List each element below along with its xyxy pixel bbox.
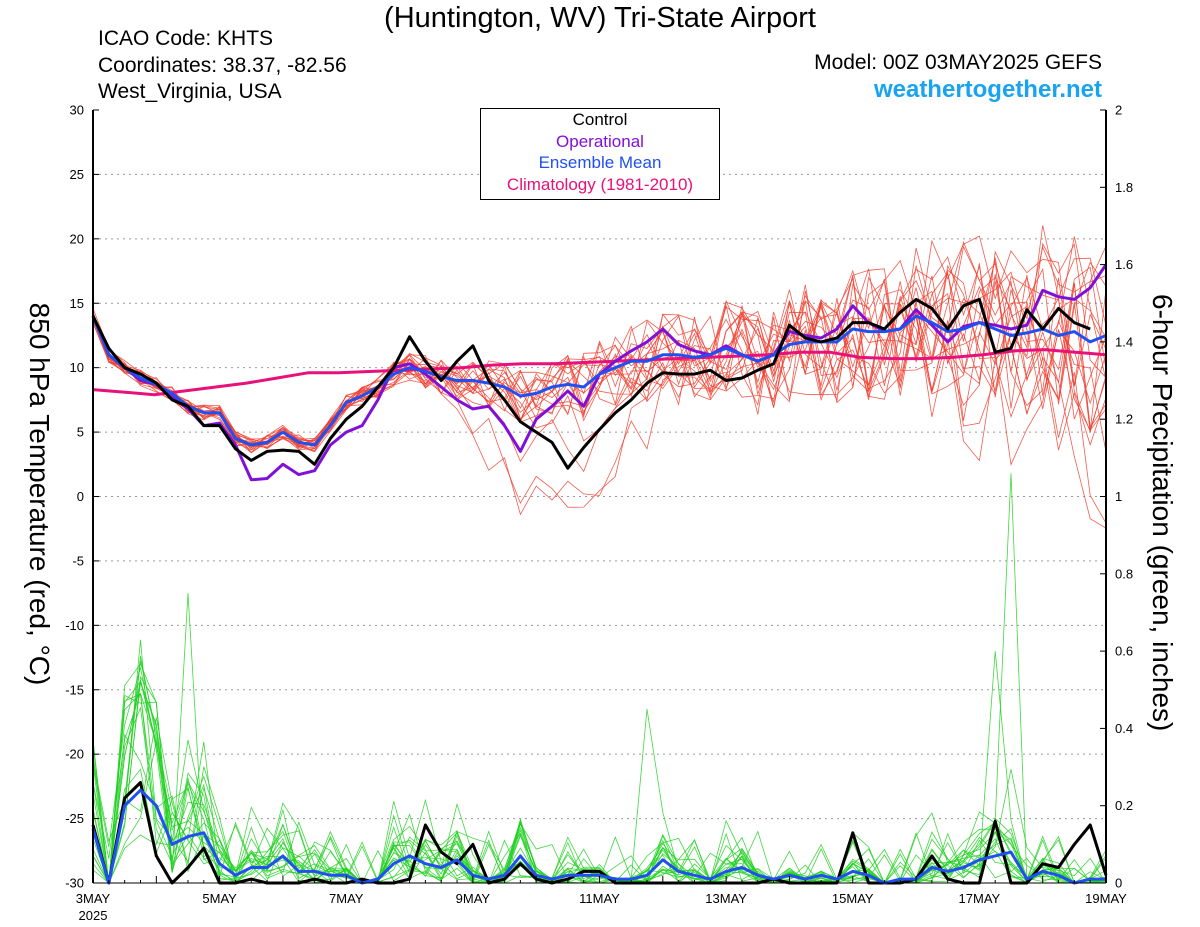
ensemble-temp-member [92, 289, 1107, 524]
x-tick-label: 11MAY [579, 891, 620, 906]
y-tick-label-right: 1.6 [1115, 257, 1133, 272]
series-precip-mean [91, 788, 1106, 885]
ensemble-precip-member [92, 680, 1106, 885]
legend-climatology: Climatology (1981-2010) [506, 174, 694, 194]
x-tick-label: 3MAY [76, 891, 111, 906]
y-tick-label-left: 25 [70, 167, 84, 182]
ensemble-temp-member [92, 242, 1107, 453]
series-precip-control [91, 781, 1108, 885]
series-temp-mean [91, 314, 1107, 447]
x-tick-label: 15MAY [832, 891, 874, 906]
y-tick-label-right: 1 [1115, 489, 1122, 504]
y-tick-label-left: -10 [65, 618, 84, 633]
ensemble-temp-member [92, 297, 1107, 467]
icao-code: ICAO Code: KHTS [98, 27, 274, 50]
y-tick-label-left: -30 [65, 876, 84, 891]
ensemble-temp-member [92, 268, 1107, 508]
y-tick-label-left: 0 [77, 489, 84, 504]
y-tick-label-left: -15 [65, 682, 84, 697]
y-tick-label-right: 1.8 [1115, 180, 1133, 195]
x-tick-label: 17MAY [959, 891, 1001, 906]
x-year-label: 2025 [79, 908, 108, 923]
series-climatology [92, 348, 1107, 397]
x-tick-label: 19MAY [1085, 891, 1127, 906]
y-tick-label-right: 0.4 [1115, 721, 1133, 736]
legend: Control Operational Ensemble Mean Climat… [480, 108, 720, 200]
y-tick-label-left: -5 [72, 553, 84, 568]
ensemble-precip-member [92, 679, 1107, 884]
chart-title: (Huntington, WV) Tri-State Airport [384, 2, 816, 34]
ensemble-precip-member [92, 681, 1107, 884]
y-tick-label-right: 0.6 [1115, 644, 1133, 659]
x-tick-label: 7MAY [329, 891, 364, 906]
ensemble-precip-member [92, 682, 1106, 885]
ensemble-temp-member [92, 281, 1107, 529]
y-tick-label-left: 5 [77, 425, 84, 440]
y-tick-label-left: 30 [70, 103, 84, 118]
ensemble-precip-member [92, 593, 1107, 884]
ensemble-precip-member [92, 709, 1107, 884]
model-run: Model: 00Z 03MAY2025 GEFS [814, 51, 1102, 74]
coordinates: Coordinates: 38.37, -82.56 [98, 54, 347, 77]
x-tick-label: 5MAY [202, 891, 237, 906]
ensemble-precip-member [92, 473, 1107, 884]
ensemble-temp-member [92, 269, 1107, 516]
y-tick-label-left: -25 [65, 811, 84, 826]
x-tick-label: 13MAY [705, 891, 747, 906]
y-tick-label-right: 0 [1115, 876, 1122, 891]
y-tick-label-right: 1.2 [1115, 412, 1133, 427]
series-temp-control [91, 297, 1091, 470]
ensemble-precip-member [92, 706, 1107, 884]
y-tick-label-left: 15 [70, 296, 84, 311]
ensemble-temp-member [92, 292, 1107, 454]
site-link[interactable]: weathertogether.net [873, 76, 1102, 103]
region: West_Virginia, USA [98, 80, 282, 103]
y-tick-label-right: 2 [1115, 103, 1122, 118]
y-tick-label-left: -20 [65, 747, 84, 762]
legend-ensemble-mean: Ensemble Mean [538, 153, 662, 172]
ensemble-precip-member [92, 675, 1107, 884]
y-tick-label-left: 20 [70, 231, 84, 246]
legend-operational: Operational [556, 131, 644, 151]
y-tick-label-left: 10 [70, 360, 84, 375]
y-tick-label-right: 0.2 [1115, 798, 1133, 813]
y-tick-label-right: 1.4 [1115, 334, 1133, 349]
y-tick-label-right: 0.8 [1115, 566, 1133, 581]
legend-control: Control [572, 110, 628, 129]
x-tick-label: 9MAY [456, 891, 491, 906]
